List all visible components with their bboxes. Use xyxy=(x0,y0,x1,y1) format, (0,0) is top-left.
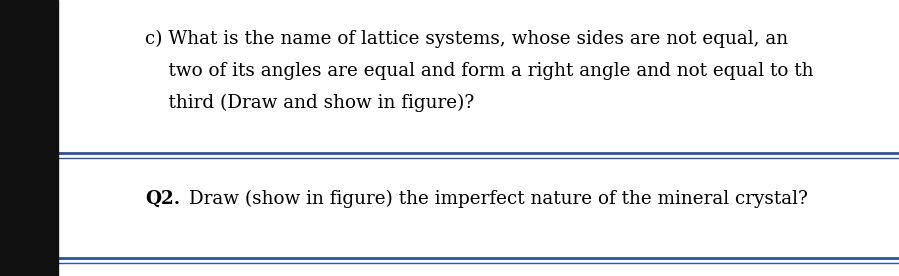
Text: Q2.: Q2. xyxy=(145,190,180,208)
Bar xyxy=(0,0,58,276)
Text: Draw (show in figure) the imperfect nature of the mineral crystal?: Draw (show in figure) the imperfect natu… xyxy=(183,190,808,208)
Text: two of its angles are equal and form a right angle and not equal to th: two of its angles are equal and form a r… xyxy=(145,62,814,80)
Text: third (Draw and show in figure)?: third (Draw and show in figure)? xyxy=(145,94,475,112)
Text: c) What is the name of lattice systems, whose sides are not equal, an: c) What is the name of lattice systems, … xyxy=(145,30,788,48)
